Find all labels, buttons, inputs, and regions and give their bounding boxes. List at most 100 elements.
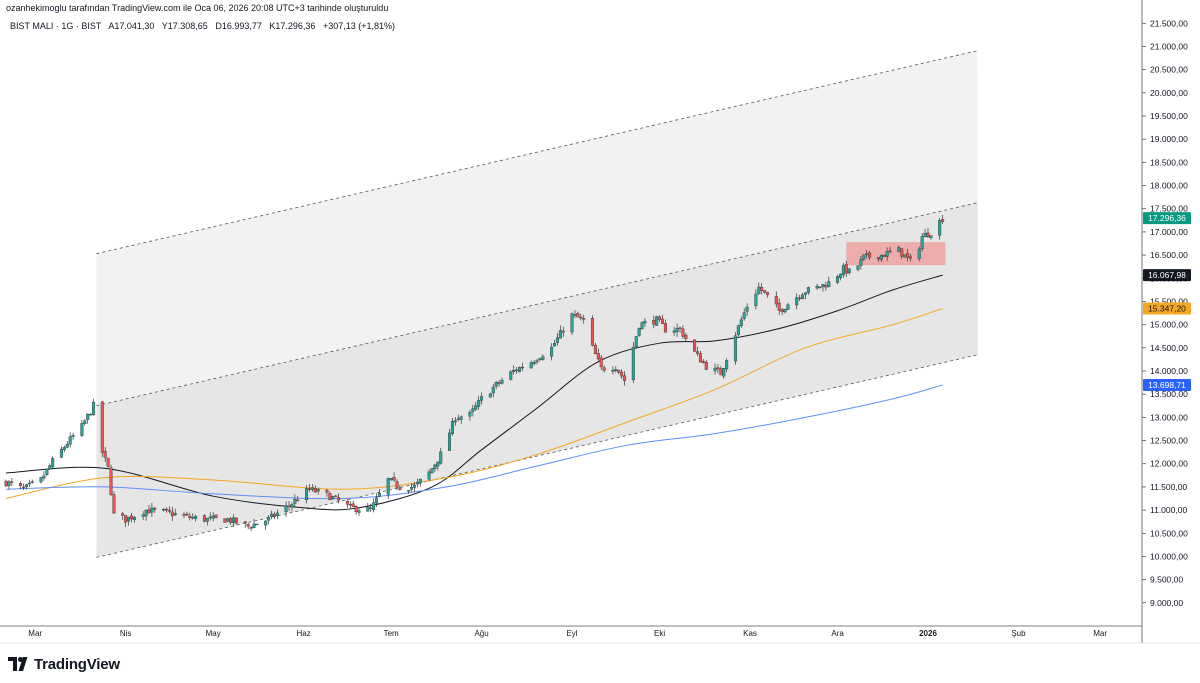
candle-body xyxy=(226,518,230,522)
candle-body xyxy=(477,399,481,407)
candle-body xyxy=(593,344,597,355)
candle-body xyxy=(926,232,930,238)
candle-body xyxy=(392,477,396,481)
candle-body xyxy=(558,330,562,339)
candle-body xyxy=(806,287,810,293)
candle-body xyxy=(917,248,921,259)
candle-body xyxy=(561,330,565,333)
price-label-text: 13.698,71 xyxy=(1148,380,1186,390)
candle-body xyxy=(576,313,580,318)
candle-body xyxy=(491,386,495,394)
candle-body xyxy=(92,401,96,416)
candle-body xyxy=(821,284,825,287)
symbol-legend[interactable]: BIST MALI · 1G · BIST A17.041,30 Y17.308… xyxy=(10,21,400,31)
candle-body xyxy=(488,393,492,398)
candle-body xyxy=(757,286,761,294)
candle-body xyxy=(83,420,87,424)
candle-body xyxy=(100,401,104,453)
candle-body xyxy=(733,335,737,362)
candle-body xyxy=(923,233,927,238)
candle-body xyxy=(529,362,533,369)
candle-body xyxy=(10,481,14,483)
time-tick-label: Mar xyxy=(1093,629,1107,638)
candle-body xyxy=(45,468,49,475)
candle-body xyxy=(144,509,148,517)
candle-body xyxy=(882,254,886,257)
candle-body xyxy=(325,490,329,493)
candle-body xyxy=(415,481,419,485)
candle-body xyxy=(798,297,802,299)
price-tick-label: 15.000,00 xyxy=(1150,320,1188,330)
price-tick-label: 10.500,00 xyxy=(1150,528,1188,538)
candle-body xyxy=(398,487,402,490)
candle-body xyxy=(520,366,524,369)
candle-body xyxy=(515,369,519,372)
price-tick-label: 10.000,00 xyxy=(1150,551,1188,561)
candle-body xyxy=(410,486,414,490)
candle-body xyxy=(255,523,259,526)
candle-body xyxy=(167,509,171,512)
price-tick-label: 13.500,00 xyxy=(1150,389,1188,399)
candle-body xyxy=(275,512,279,517)
candle-body xyxy=(39,477,43,483)
time-tick-label: May xyxy=(206,629,221,638)
candle-body xyxy=(208,516,212,519)
candle-body xyxy=(836,276,840,283)
candle-body xyxy=(611,369,615,372)
moving-average-line xyxy=(5,308,943,499)
candle-body xyxy=(763,290,767,293)
candle-body xyxy=(660,318,664,324)
candle-body xyxy=(856,265,860,270)
candle-body xyxy=(205,517,209,522)
candle-body xyxy=(211,515,215,519)
candle-body xyxy=(357,510,361,513)
candle-body xyxy=(19,483,23,486)
candle-body xyxy=(65,443,69,448)
candle-body xyxy=(453,420,457,423)
candle-body xyxy=(418,478,422,484)
candle-body xyxy=(287,505,291,507)
tradingview-logo[interactable]: TradingView xyxy=(8,656,120,673)
candles xyxy=(4,214,945,532)
candle-body xyxy=(847,268,851,273)
candle-body xyxy=(672,330,676,333)
candle-body xyxy=(582,318,586,320)
candle-body xyxy=(124,515,128,523)
candle-body xyxy=(859,259,863,266)
candle-body xyxy=(838,273,842,278)
candle-body xyxy=(267,517,271,521)
candle-body xyxy=(366,507,370,512)
candle-body xyxy=(334,495,338,498)
candle-body xyxy=(348,503,352,506)
time-tick-label: Eki xyxy=(654,629,665,638)
price-tick-label: 12.000,00 xyxy=(1150,459,1188,469)
symbol-name[interactable]: BIST MALI · 1G · BIST xyxy=(10,21,102,31)
candle-body xyxy=(681,328,685,337)
candle-body xyxy=(354,506,358,513)
ohlc-close: K17.296,36 xyxy=(269,21,316,31)
candle-body xyxy=(436,461,440,467)
candle-body xyxy=(885,251,889,257)
candle-body xyxy=(920,236,924,249)
candle-body xyxy=(512,369,516,372)
candle-body xyxy=(570,313,574,333)
candle-body xyxy=(643,320,647,324)
candle-body xyxy=(337,497,341,501)
candle-body xyxy=(637,327,641,336)
candle-body xyxy=(518,367,522,372)
candle-body xyxy=(377,493,381,497)
price-tick-label: 11.500,00 xyxy=(1150,482,1187,492)
candle-body xyxy=(553,343,557,347)
candle-body xyxy=(395,481,399,488)
price-tick-label: 19.000,00 xyxy=(1150,134,1188,144)
candle-body xyxy=(191,517,195,519)
price-tick-label: 14.500,00 xyxy=(1150,343,1188,353)
candle-body xyxy=(596,353,600,360)
candle-body xyxy=(202,515,206,522)
candle-body xyxy=(500,379,504,384)
candle-body xyxy=(132,516,136,520)
candle-body xyxy=(109,467,113,495)
candle-body xyxy=(427,471,431,480)
price-tick-label: 12.500,00 xyxy=(1150,436,1188,446)
